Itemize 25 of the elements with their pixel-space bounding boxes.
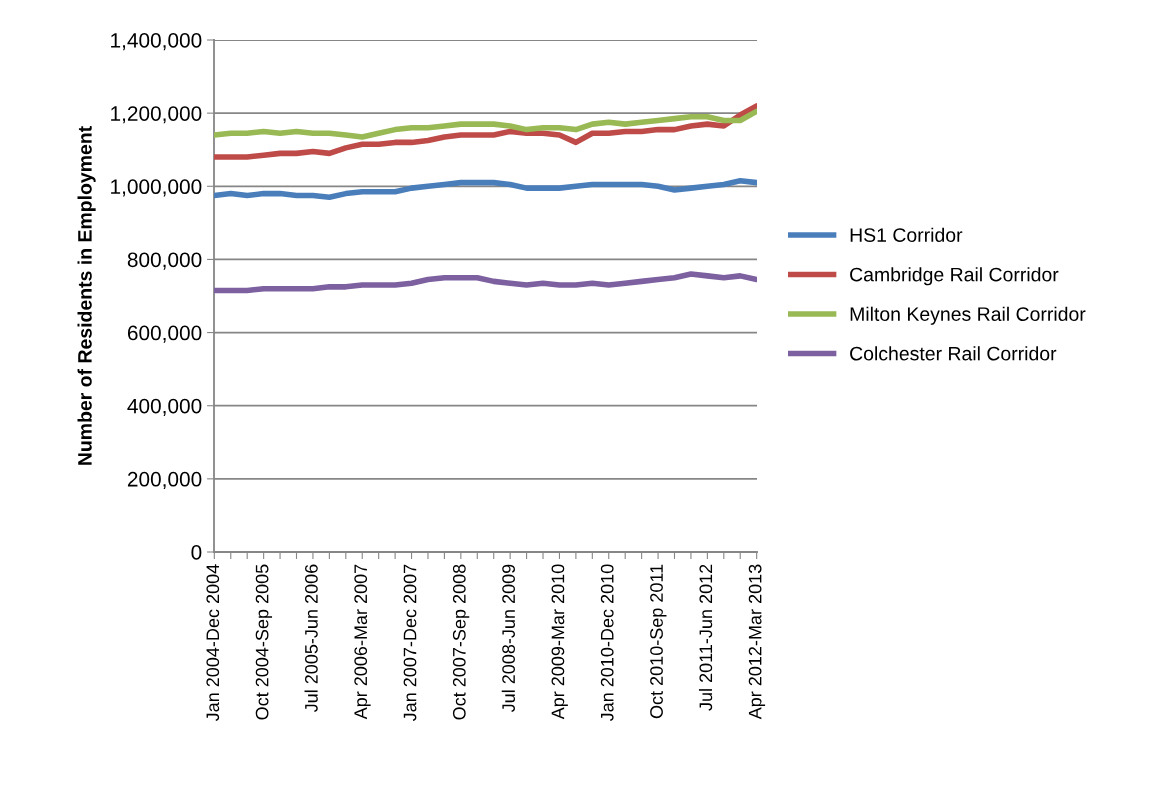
y-tick-label: 1,000,000 [111, 179, 202, 197]
y-tick-label: 1,400,000 [111, 33, 202, 51]
x-tick-label: Oct 2004-Sep 2005 [255, 564, 273, 720]
x-tick-label: Apr 2009-Mar 2010 [551, 564, 568, 720]
y-tick-label: 200,000 [127, 471, 202, 490]
x-tick-label: Jul 2008-Jun 2009 [501, 564, 515, 713]
x-tick-label: Apr 2012-Mar 2013 [748, 564, 766, 720]
legend-label: HS1 Corridor [850, 227, 963, 242]
y-tick-label: 600,000 [127, 325, 202, 343]
x-tick-label: Jul 2005-Jun 2006 [304, 564, 318, 713]
y-tick-label: 800,000 [127, 252, 202, 270]
y-axis-title: Number of Residents in Employment [77, 126, 96, 465]
y-tick-label: 400,000 [127, 398, 202, 416]
x-tick-label: Oct 2010-Sep 2011 [650, 564, 667, 719]
x-tick-label: Jul 2011-Jun 2012 [698, 564, 713, 711]
x-tick-label: Apr 2006-Mar 2007 [354, 564, 371, 720]
x-tick-label: Jan 2007-Dec 2007 [403, 564, 417, 722]
y-tick-label: 0 [191, 545, 202, 560]
x-tick-label: Jan 2004-Dec 2004 [206, 564, 220, 722]
x-tick-label: Jan 2010-Dec 2010 [600, 564, 614, 722]
legend-label: Colchester Rail Corridor [850, 346, 1057, 361]
y-tick-label: 1,200,000 [111, 106, 202, 124]
legend-label: Cambridge Rail Corridor [850, 267, 1059, 286]
x-tick-label: Oct 2007-Sep 2008 [452, 564, 470, 720]
legend-label: Milton Keynes Rail Corridor [850, 306, 1086, 325]
